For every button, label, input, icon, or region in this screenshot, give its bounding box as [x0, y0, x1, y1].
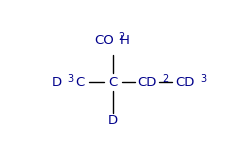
Text: D: D: [108, 114, 118, 127]
Text: CO: CO: [94, 33, 114, 46]
Text: 2: 2: [162, 74, 168, 84]
Text: 3: 3: [200, 74, 206, 84]
Text: C: C: [108, 76, 118, 89]
Text: 3: 3: [67, 74, 73, 84]
Text: 2: 2: [118, 32, 124, 42]
Text: C: C: [75, 76, 85, 89]
Text: CD: CD: [175, 76, 195, 89]
Text: H: H: [120, 33, 130, 46]
Text: CD: CD: [137, 76, 157, 89]
Text: D: D: [52, 76, 62, 89]
